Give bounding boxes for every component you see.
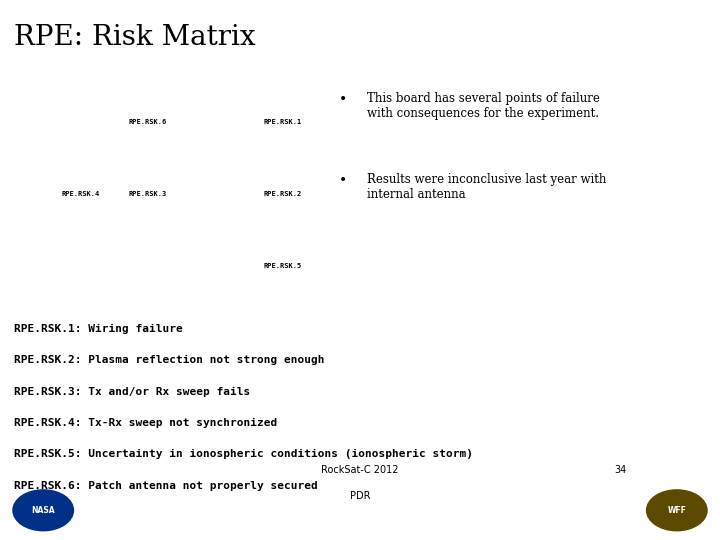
Text: Results were inconclusive last year with
internal antenna: Results were inconclusive last year with… xyxy=(367,173,606,201)
Text: RPE.RSK.6: Patch antenna not properly secured: RPE.RSK.6: Patch antenna not properly se… xyxy=(14,481,318,491)
Circle shape xyxy=(13,490,73,531)
Text: NASA: NASA xyxy=(32,506,55,515)
Text: WFF: WFF xyxy=(667,506,686,515)
Text: RPE.RSK.2: Plasma reflection not strong enough: RPE.RSK.2: Plasma reflection not strong … xyxy=(14,355,325,366)
Text: RPE.RSK.4: RPE.RSK.4 xyxy=(61,191,99,198)
Circle shape xyxy=(647,490,707,531)
Text: RPE.RSK.5: Uncertainty in ionospheric conditions (ionospheric storm): RPE.RSK.5: Uncertainty in ionospheric co… xyxy=(14,449,474,460)
Text: PDR: PDR xyxy=(350,491,370,502)
Text: RPE.RSK.4: Tx-Rx sweep not synchronized: RPE.RSK.4: Tx-Rx sweep not synchronized xyxy=(14,418,278,428)
Text: 34: 34 xyxy=(614,465,626,475)
Text: •: • xyxy=(338,92,346,106)
Text: RPE.RSK.6: RPE.RSK.6 xyxy=(129,119,167,125)
Text: RPE.RSK.5: RPE.RSK.5 xyxy=(264,264,302,269)
Text: •: • xyxy=(338,173,346,187)
Text: RPE.RSK.2: RPE.RSK.2 xyxy=(264,191,302,198)
Text: RockSat-C 2012: RockSat-C 2012 xyxy=(321,465,399,475)
Text: Consequence: Consequence xyxy=(33,169,42,220)
Text: RPE.RSK.1: RPE.RSK.1 xyxy=(264,119,302,125)
Text: RPE.RSK.1: Wiring failure: RPE.RSK.1: Wiring failure xyxy=(14,324,183,334)
Text: RPE: Risk Matrix: RPE: Risk Matrix xyxy=(14,24,256,51)
Text: Possibility: Possibility xyxy=(156,304,207,313)
Text: This board has several points of failure
with consequences for the experiment.: This board has several points of failure… xyxy=(367,92,600,120)
Text: RPE.RSK.3: RPE.RSK.3 xyxy=(129,191,167,198)
Text: RPE.RSK.3: Tx and/or Rx sweep fails: RPE.RSK.3: Tx and/or Rx sweep fails xyxy=(14,387,251,397)
